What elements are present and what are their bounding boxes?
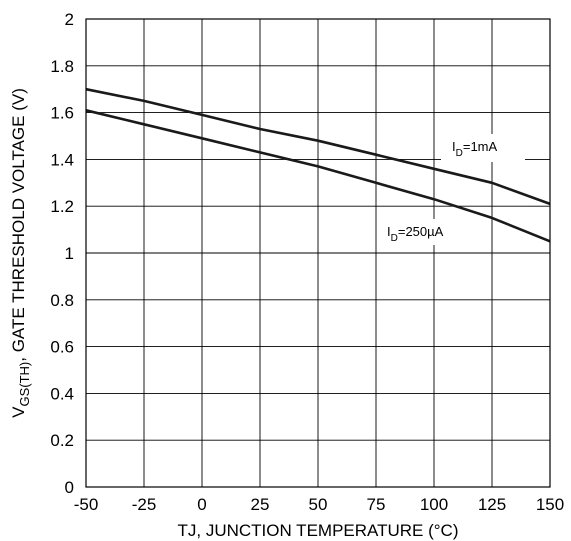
x-axis-title: TJ, JUNCTION TEMPERATURE (°C) (178, 521, 459, 540)
x-tick-label: -50 (74, 495, 99, 514)
curve-label-250ua: ID=250µA (387, 224, 444, 244)
curve-label-background (378, 219, 466, 245)
y-tick-label: 0.2 (50, 431, 74, 450)
x-tick-label: 125 (478, 495, 506, 514)
y-tick-label: 0.4 (50, 384, 74, 403)
series-group (85, 87, 551, 243)
series-line-1ma (85, 87, 551, 206)
x-tick-label: -25 (132, 495, 157, 514)
y-tick-label: 1.8 (50, 57, 74, 76)
series-line-250ua (85, 109, 551, 243)
y-tick-label: 1.6 (50, 104, 74, 123)
x-tick-label: 0 (197, 495, 206, 514)
tick-labels: -50 -25 0 25 50 75 100 125 150 0 0.2 0.4 0.6 0.8 1 1.2 1… (50, 10, 564, 514)
y-axis-title: VGS(TH), GATE THRESHOLD VOLTAGE (V) (9, 88, 32, 418)
y-tick-label: 0.8 (50, 291, 74, 310)
x-tick-label: 50 (309, 495, 328, 514)
y-tick-label: 0.6 (50, 338, 74, 357)
curve-label-background (441, 134, 525, 162)
y-tick-label: 1 (65, 244, 74, 263)
x-tick-label: 150 (536, 495, 564, 514)
y-tick-label: 0 (65, 478, 74, 497)
y-tick-label: 1.4 (50, 150, 74, 169)
y-tick-label: 2 (65, 10, 74, 29)
plot-border (85, 18, 551, 488)
x-tick-label: 100 (420, 495, 448, 514)
x-tick-label: 25 (251, 495, 270, 514)
curve-label-1ma: ID=1mA (452, 139, 498, 159)
x-tick-label: 75 (367, 495, 386, 514)
y-tick-label: 1.2 (50, 197, 74, 216)
